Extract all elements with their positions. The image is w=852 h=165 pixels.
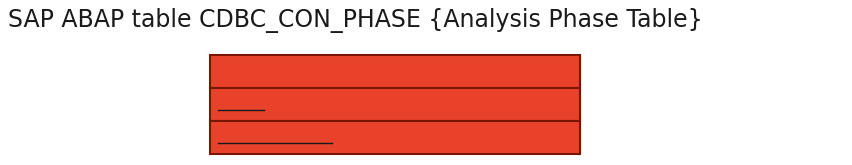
Text: [CHAR (32)]: [CHAR (32)] (331, 131, 415, 144)
Text: [CLNT (3)]: [CLNT (3)] (264, 98, 337, 111)
Text: CDBC_CON_PHASE: CDBC_CON_PHASE (320, 64, 470, 80)
Text: CONPHASE_GUID: CONPHASE_GUID (218, 131, 331, 144)
Text: SAP ABAP table CDBC_CON_PHASE {Analysis Phase Table}: SAP ABAP table CDBC_CON_PHASE {Analysis … (8, 8, 703, 33)
Text: CLIENT: CLIENT (218, 98, 264, 111)
